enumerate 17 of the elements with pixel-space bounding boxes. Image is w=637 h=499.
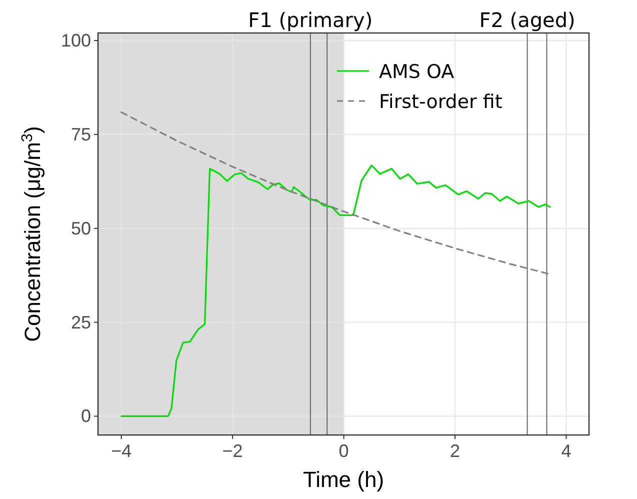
y-tick-label: 100 (60, 30, 91, 51)
ref-line-label: F1 (primary) (248, 8, 373, 32)
x-tick-label: 0 (338, 441, 349, 461)
y-tick-label: 75 (70, 124, 91, 144)
y-tick-label: 50 (70, 218, 91, 238)
y-tick-label: 25 (70, 312, 91, 332)
line-series (120, 111, 551, 275)
x-tick-label: 4 (561, 441, 572, 461)
x-tick-label: 2 (450, 441, 460, 461)
x-axis-title: Time (h) (302, 467, 384, 492)
line-series (120, 164, 551, 418)
legend-label: AMS OA (379, 61, 454, 83)
ref-line-label: F2 (aged) (479, 8, 576, 32)
x-tick-label: −4 (111, 441, 132, 461)
x-tick-label: −2 (222, 441, 243, 461)
legend-label: First-order fit (379, 91, 502, 113)
y-tick-label: 0 (80, 406, 91, 426)
